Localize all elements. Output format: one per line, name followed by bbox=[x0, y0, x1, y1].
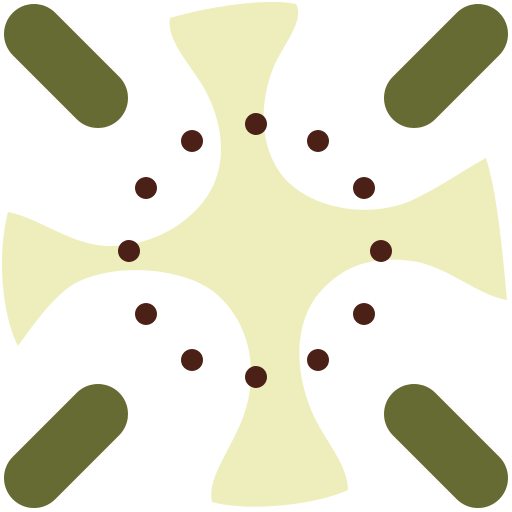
ray-bottom-right bbox=[384, 384, 508, 508]
ray-top-left bbox=[4, 4, 128, 128]
dot bbox=[307, 349, 329, 371]
dot bbox=[135, 177, 157, 199]
dot-ring bbox=[118, 113, 392, 388]
dot bbox=[370, 240, 392, 262]
star-shape bbox=[2, 1, 508, 507]
ray-bottom-left bbox=[4, 384, 128, 508]
ray-group bbox=[4, 4, 508, 508]
dot bbox=[245, 113, 267, 135]
ray-top-right bbox=[384, 4, 508, 128]
dot bbox=[118, 240, 140, 262]
dot bbox=[353, 177, 375, 199]
dot bbox=[135, 303, 157, 325]
dot bbox=[181, 130, 203, 152]
dot bbox=[181, 349, 203, 371]
dot bbox=[245, 366, 267, 388]
dot bbox=[307, 130, 329, 152]
dot bbox=[353, 303, 375, 325]
